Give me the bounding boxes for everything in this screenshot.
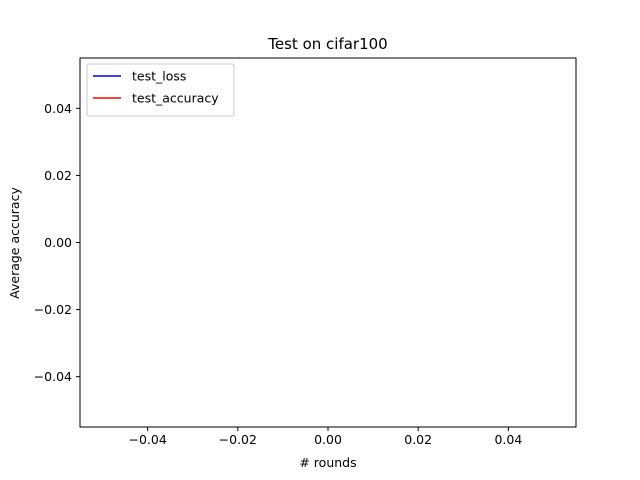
y-tick-label: 0.00 xyxy=(44,235,72,250)
y-tick-label: 0.02 xyxy=(44,168,72,183)
x-tick-label: −0.04 xyxy=(128,432,166,447)
x-tick-label: 0.00 xyxy=(314,432,342,447)
y-axis-label: Average accuracy xyxy=(7,187,22,299)
x-tick-label: 0.02 xyxy=(404,432,432,447)
y-tick-label: −0.04 xyxy=(34,369,72,384)
y-tick-label: 0.04 xyxy=(44,101,72,116)
x-axis: −0.04 −0.02 0.00 0.02 0.04 xyxy=(128,427,522,447)
y-tick-label: −0.02 xyxy=(34,302,72,317)
legend-label-test-loss: test_loss xyxy=(132,69,186,84)
legend-label-test-accuracy: test_accuracy xyxy=(132,91,219,106)
chart-title: Test on cifar100 xyxy=(267,35,387,53)
legend: test_loss test_accuracy xyxy=(86,63,235,117)
legend-box xyxy=(86,63,235,117)
x-axis-label: # rounds xyxy=(299,455,356,470)
y-axis: −0.04 −0.02 0.00 0.02 0.04 xyxy=(34,101,80,384)
x-tick-label: 0.04 xyxy=(494,432,522,447)
x-tick-label: −0.02 xyxy=(219,432,257,447)
